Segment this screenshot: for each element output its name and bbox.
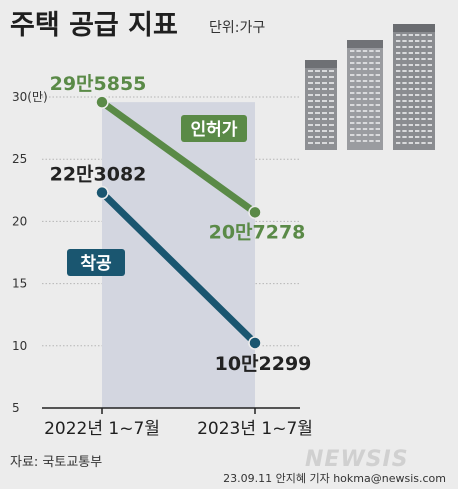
series-line — [98, 98, 259, 216]
x-axis: 2022년 1~7월 2023년 1~7월 — [42, 407, 313, 439]
newsis-logo: NEWSIS — [305, 447, 409, 472]
apartment-buildings-icon — [305, 24, 435, 150]
series-name-starts: 착공 — [80, 254, 112, 274]
x-tick-label: 2022년 1~7월 — [44, 419, 160, 439]
data-label: 22만3082 — [50, 164, 147, 186]
data-point — [248, 336, 262, 350]
credit-text: 23.09.11 안지혜 기자 hokma@newsis.com — [223, 472, 446, 485]
y-tick-label: 30(만) — [12, 90, 48, 104]
y-tick-label: 10 — [12, 339, 27, 353]
unit-label: 단위:가구 — [209, 20, 265, 36]
y-axis: 30(만) 25 20 15 10 5 — [12, 90, 48, 415]
legend-badge-permits: 인허가 — [181, 115, 247, 142]
data-label: 20만7278 — [209, 221, 306, 243]
y-tick-label: 5 — [12, 401, 20, 415]
data-point — [248, 205, 262, 220]
page-title: 주택 공급 지표 — [10, 10, 178, 41]
data-label: 10만2299 — [215, 353, 312, 375]
legend-badge-starts: 착공 — [67, 249, 125, 276]
data-point — [95, 185, 109, 200]
y-tick-label: 20 — [12, 214, 27, 228]
series-line — [98, 189, 259, 347]
y-tick-label: 15 — [12, 277, 27, 291]
source-text: 자료: 국토교통부 — [10, 455, 102, 470]
series-group: 29만5855 20만7278 22만3082 10만2299 — [50, 73, 312, 375]
data-label: 29만5855 — [50, 73, 147, 95]
series-name-permits: 인허가 — [191, 120, 238, 140]
y-tick-label: 25 — [12, 152, 27, 166]
data-point — [95, 95, 109, 109]
x-tick-label: 2023년 1~7월 — [197, 419, 313, 439]
